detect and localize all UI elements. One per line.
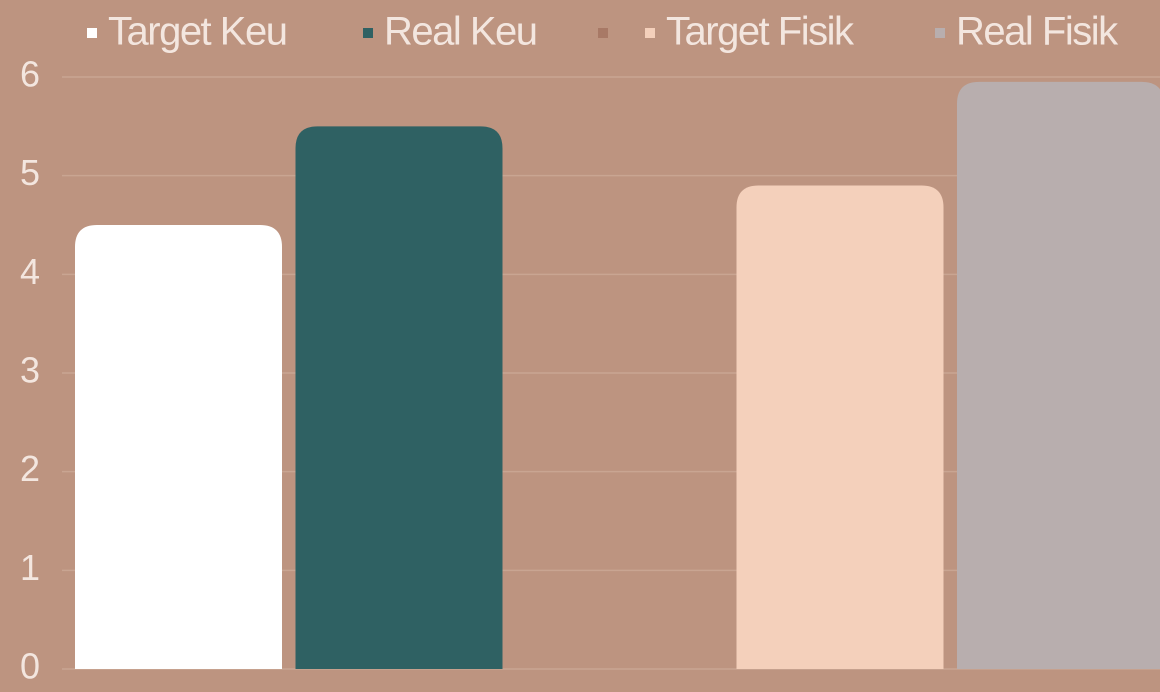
legend-label: Target Keu: [108, 10, 286, 54]
y-tick-label: 6: [20, 54, 40, 95]
legend-marker: [87, 28, 97, 38]
bar: [736, 185, 944, 670]
legend-marker: [935, 28, 945, 38]
bar: [957, 81, 1160, 669]
y-tick-label: 3: [20, 350, 40, 391]
legend-label: Real Keu: [384, 10, 537, 54]
y-tick-label: 1: [20, 547, 40, 588]
bar: [75, 225, 282, 669]
legend-marker: [363, 28, 373, 38]
legend-label: Real Fisik: [956, 10, 1119, 54]
y-tick-label: 5: [20, 152, 40, 193]
legend-marker: [645, 28, 655, 38]
y-tick-label: 2: [20, 448, 40, 489]
y-tick-label: 4: [20, 251, 40, 292]
legend-marker: [598, 28, 608, 38]
y-tick-label: 0: [20, 646, 40, 687]
bar: [295, 126, 503, 670]
legend-label: Target Fisik: [666, 10, 855, 54]
